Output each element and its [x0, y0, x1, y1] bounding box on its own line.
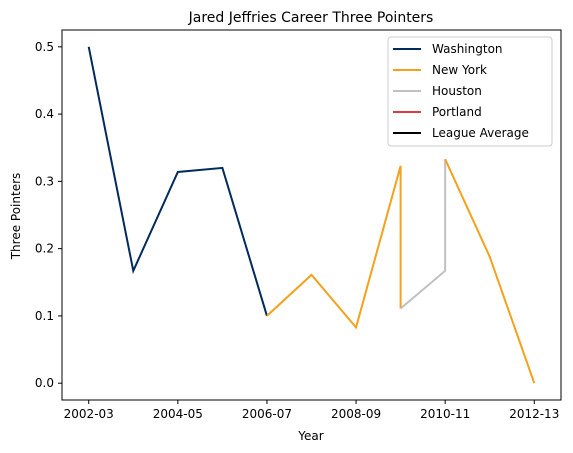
x-tick-label: 2008-09 [331, 407, 381, 421]
y-tick-label: 0.0 [35, 376, 54, 390]
series-line-washington-0 [87, 46, 268, 317]
axes-frame [61, 29, 562, 401]
legend-label: Portland [432, 105, 482, 119]
x-axis-label: Year [297, 429, 323, 443]
series-line-houston-2 [399, 159, 447, 310]
legend-label: New York [432, 63, 487, 77]
series-line-new-york-1 [266, 165, 402, 330]
y-tick-label: 0.2 [35, 242, 54, 256]
legend-label: League Average [432, 126, 529, 140]
x-tick-label: 2004-05 [153, 407, 203, 421]
x-tick-label: 2006-07 [242, 407, 292, 421]
chart-title: Jared Jeffries Career Three Pointers [188, 10, 434, 26]
legend-label: Washington [432, 42, 503, 56]
x-tick-label: 2012-13 [509, 407, 559, 421]
plot-area: 2002-03 2004-05 2006-07 2008-09 2010-11 2012-… [35, 29, 562, 421]
legend: Washington New York Houston Portland League … [387, 36, 553, 147]
y-tick-label: 0.3 [35, 174, 54, 188]
x-tick-label: 2002-03 [64, 407, 114, 421]
y-tick-label: 0.4 [35, 107, 54, 121]
legend-box [387, 36, 553, 147]
series-line-new-york-3 [444, 158, 536, 384]
y-tick-label: 0.5 [35, 40, 54, 54]
y-tick-label: 0.1 [35, 309, 54, 323]
legend-label: Houston [432, 84, 482, 98]
y-axis-label: Three Pointers [9, 173, 23, 261]
x-tick-label: 2010-11 [420, 407, 470, 421]
